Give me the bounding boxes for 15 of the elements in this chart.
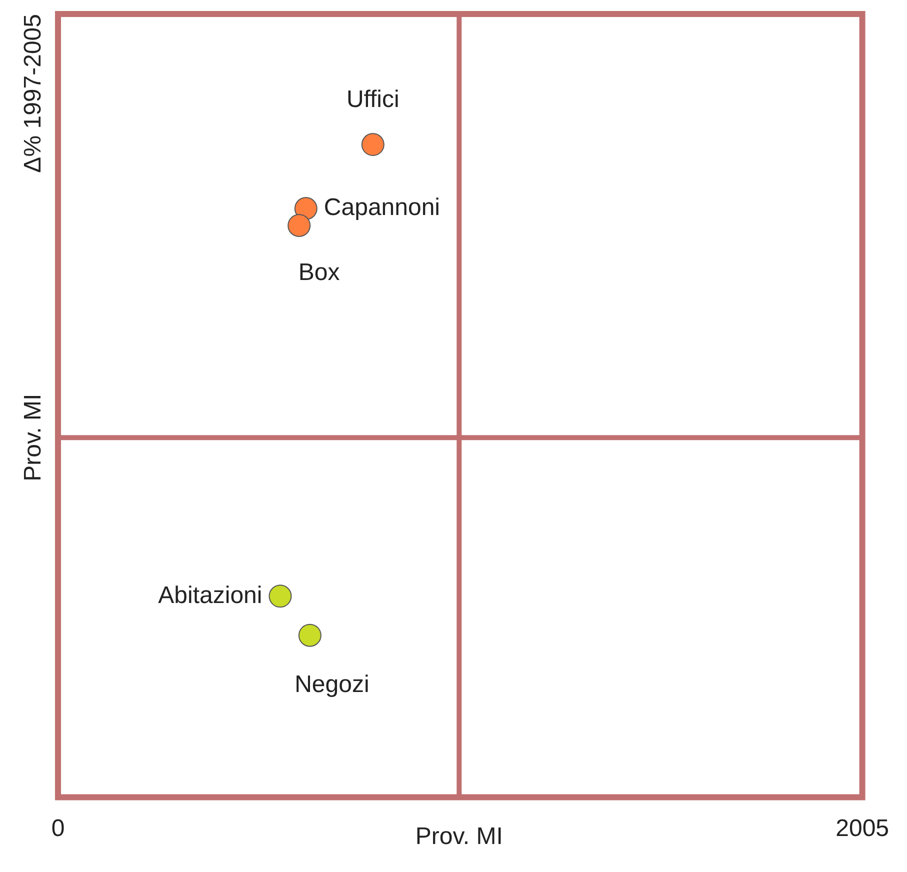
- ref-line-label: Prov. MI: [20, 394, 47, 482]
- annotation: Box: [298, 259, 340, 286]
- annotation: Abitazioni: [158, 582, 262, 609]
- y-axis-title: Δ% 1997-2005: [20, 14, 47, 173]
- point: [268, 584, 292, 608]
- annotation: Negozi: [294, 670, 370, 698]
- x-tick-label: 0: [51, 815, 65, 842]
- point: [294, 196, 318, 220]
- ref-line-label: Prov. MI: [415, 822, 503, 850]
- point: [288, 214, 311, 237]
- point: [298, 624, 322, 647]
- annotation: Capannoni: [324, 194, 440, 222]
- annotation: Uffici: [346, 86, 400, 114]
- x-tick-label: 2005: [836, 815, 889, 842]
- point: [361, 133, 384, 156]
